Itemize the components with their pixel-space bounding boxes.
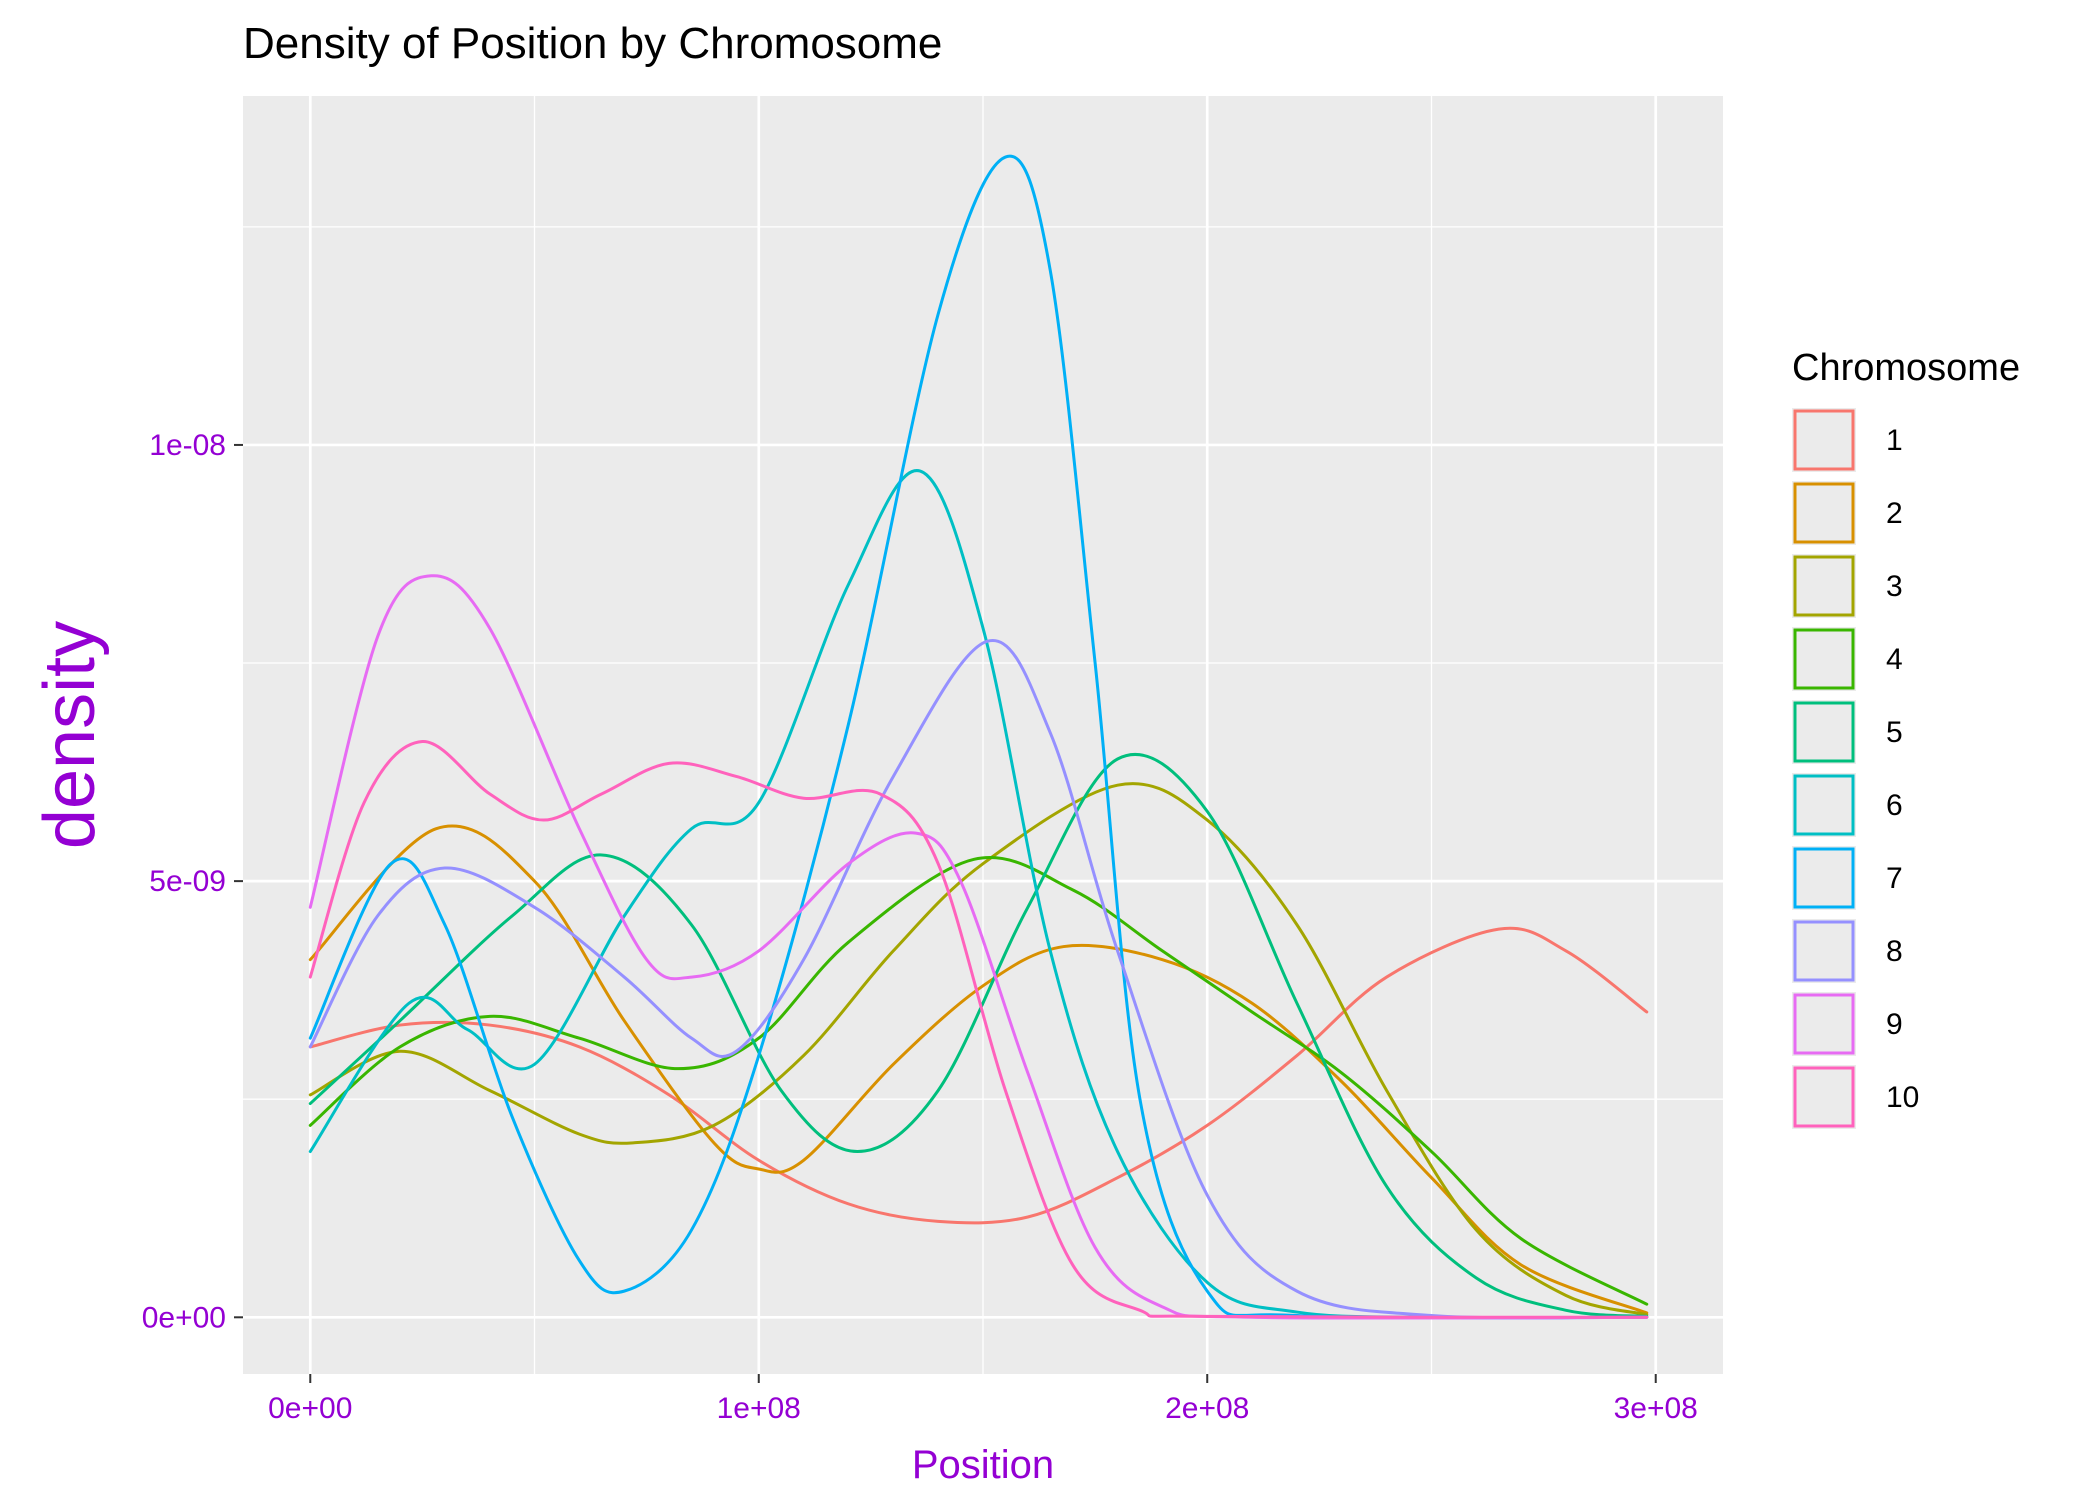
legend-key-background — [1792, 481, 1856, 545]
legend-label: 7 — [1886, 862, 1903, 895]
legend-key-swatch — [1793, 1066, 1855, 1128]
series-line-2 — [308, 824, 1649, 1315]
legend-key-background — [1792, 627, 1856, 691]
legend-item-5: 5 — [1792, 700, 1903, 764]
legend-key-swatch — [1793, 409, 1855, 471]
y-axis-label: density — [30, 621, 110, 849]
legend-key-swatch — [1793, 847, 1855, 909]
chart-title: Density of Position by Chromosome — [243, 19, 942, 68]
legend-key-background — [1792, 408, 1856, 472]
series-lines — [308, 154, 1649, 1320]
legend-key-background — [1792, 846, 1856, 910]
legend-label: 10 — [1886, 1081, 1919, 1114]
y-tick-label: 0e+00 — [142, 1301, 226, 1334]
legend-item-1: 1 — [1792, 408, 1903, 472]
x-axis-label: Position — [912, 1443, 1054, 1487]
legend-label: 1 — [1886, 424, 1903, 457]
legend-item-4: 4 — [1792, 627, 1903, 691]
legend-key-background — [1792, 919, 1856, 983]
legend-label: 2 — [1886, 497, 1903, 530]
legend-item-6: 6 — [1792, 773, 1903, 837]
series-line-3 — [308, 782, 1649, 1317]
legend-item-3: 3 — [1792, 554, 1903, 618]
legend: Chromosome 1 2 3 4 5 6 7 8 9 10 — [1792, 347, 2020, 1129]
y-tick-label: 1e-08 — [149, 429, 226, 462]
series-line-7 — [308, 154, 1649, 1320]
y-axis: 0e+00 5e-09 1e-08 — [142, 429, 243, 1334]
legend-key-background — [1792, 554, 1856, 618]
legend-key-swatch — [1793, 482, 1855, 544]
x-tick-label: 1e+08 — [717, 1392, 801, 1425]
grid-minor — [243, 96, 1723, 1374]
legend-label: 6 — [1886, 789, 1903, 822]
legend-item-8: 8 — [1792, 919, 1903, 983]
legend-key-background — [1792, 1065, 1856, 1129]
legend-key-background — [1792, 700, 1856, 764]
legend-label: 3 — [1886, 570, 1903, 603]
legend-label: 9 — [1886, 1008, 1903, 1041]
series-line-5 — [308, 752, 1649, 1318]
legend-key-background — [1792, 773, 1856, 837]
legend-item-7: 7 — [1792, 846, 1903, 910]
legend-key-swatch — [1793, 555, 1855, 617]
legend-label: 5 — [1886, 716, 1903, 749]
series-line-1 — [308, 926, 1649, 1225]
series-line-6 — [308, 469, 1649, 1320]
legend-item-2: 2 — [1792, 481, 1903, 545]
legend-item-9: 9 — [1792, 992, 1903, 1056]
x-tick-label: 2e+08 — [1165, 1392, 1249, 1425]
series-line-4 — [308, 856, 1649, 1306]
series-line-8 — [308, 639, 1649, 1320]
legend-key-swatch — [1793, 993, 1855, 1055]
legend-title: Chromosome — [1792, 347, 2020, 389]
legend-key-swatch — [1793, 628, 1855, 690]
legend-key-swatch — [1793, 774, 1855, 836]
legend-items: 1 2 3 4 5 6 7 8 9 10 — [1792, 408, 1919, 1129]
x-tick-label: 3e+08 — [1614, 1392, 1698, 1425]
y-tick-label: 5e-09 — [149, 865, 226, 898]
legend-key-swatch — [1793, 920, 1855, 982]
legend-label: 4 — [1886, 643, 1903, 676]
x-tick-label: 0e+00 — [268, 1392, 352, 1425]
legend-key-swatch — [1793, 701, 1855, 763]
series-line-9 — [308, 574, 1649, 1320]
legend-key-background — [1792, 992, 1856, 1056]
x-axis: 0e+00 1e+08 2e+08 3e+08 — [268, 1374, 1698, 1425]
legend-item-10: 10 — [1792, 1065, 1919, 1129]
legend-label: 8 — [1886, 935, 1903, 968]
series-line-10 — [308, 740, 1649, 1319]
